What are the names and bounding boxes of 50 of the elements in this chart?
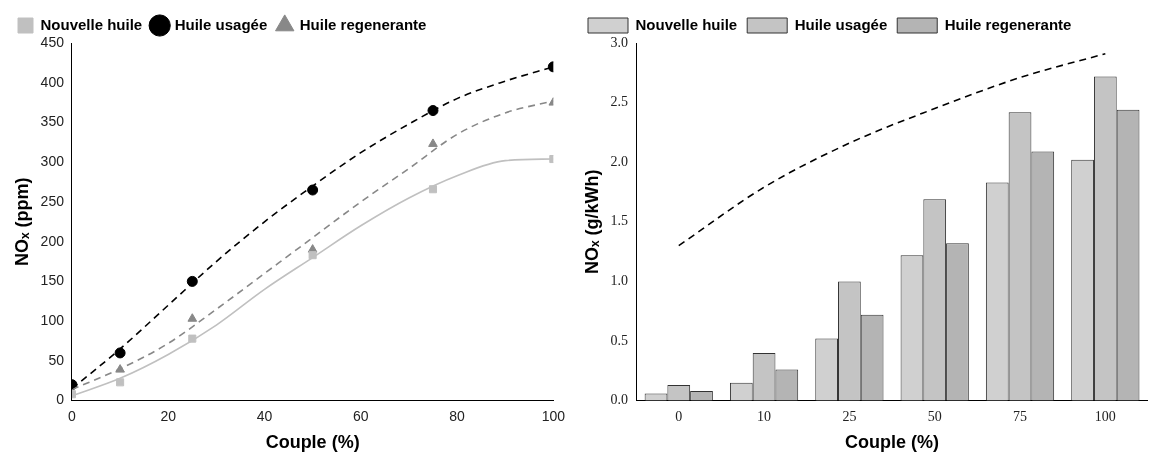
point [116,378,125,387]
y-axis-title: NOₓ (g/kWh) [581,169,602,275]
y-tick-label: 0 [56,391,65,408]
x-tick-label: 25 [842,408,857,424]
x-tick-label: 80 [449,407,466,424]
point [187,313,198,322]
point [427,105,439,117]
legend-label: Huile usagée [794,15,888,33]
x-tick-label: 10 [757,408,772,424]
x-axis-title: Couple (%) [845,432,940,453]
point [428,138,438,147]
x-tick-label: 60 [352,407,369,424]
y-tick-label: 450 [40,33,65,50]
y-tick-label: 350 [40,113,65,130]
legend-label: Huile regenerante [299,15,427,33]
x-tick-label: 100 [541,407,566,424]
y-tick-label: 400 [40,73,65,90]
x-tick-label: 0 [68,407,77,424]
x-tick-label: 20 [160,407,177,424]
y-tick-label: 0.5 [610,332,629,348]
legend-label: Nouvelle huile [40,15,143,33]
y-tick-label: 150 [40,272,65,289]
line-series [677,52,1107,247]
point [114,347,126,359]
point [188,334,197,343]
y-tick-label: 0.0 [610,392,629,408]
y-tick-label: 2.0 [610,153,629,169]
x-tick-label: 75 [1013,408,1028,424]
y-tick-label: 300 [40,153,65,170]
x-axis-title: Couple (%) [265,432,360,453]
legend-label: Nouvelle huile [635,15,738,33]
point [307,184,319,196]
legend-label: Huile usagée [174,15,268,33]
y-tick-label: 1.0 [610,273,629,289]
point [308,251,317,260]
y-axis-title: NOₓ (ppm) [11,177,32,267]
x-tick-label: 40 [256,407,273,424]
x-tick-label: 50 [927,408,942,424]
y-tick-label: 1.5 [610,213,629,229]
y-tick-label: 3.0 [610,34,629,50]
point [186,275,198,287]
point [115,364,125,373]
y-tick-label: 250 [40,192,65,209]
x-tick-label: 100 [1094,408,1116,424]
y-tick-label: 50 [48,351,65,368]
y-tick-label: 2.5 [610,94,629,110]
y-tick-label: 200 [40,232,65,249]
legend-label: Huile regenerante [944,15,1072,33]
x-tick-label: 0 [675,408,683,424]
y-tick-label: 100 [40,311,65,328]
